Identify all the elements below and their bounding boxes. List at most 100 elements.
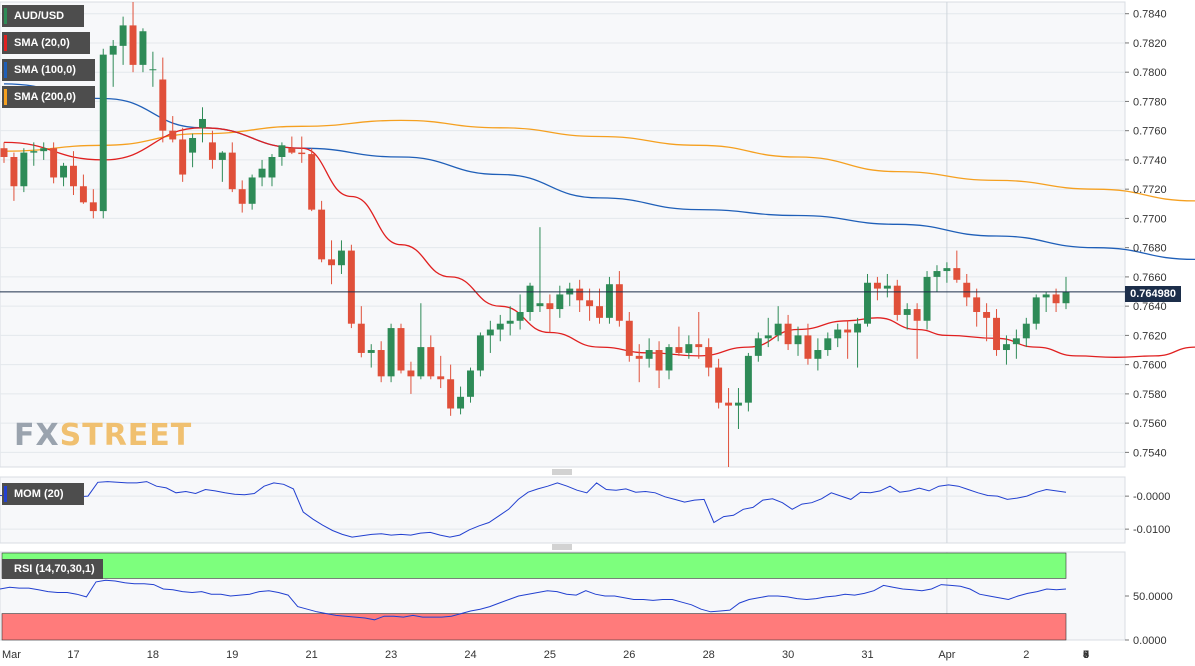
candle-body (149, 69, 157, 71)
price-tick-label: 0.7540 (1133, 447, 1167, 459)
candle-body (70, 165, 77, 187)
candle (486, 320, 494, 353)
mom-legend[interactable]: MOM (20) (2, 483, 84, 505)
date-tick-label: 23 (385, 649, 397, 661)
price-tick-label: 0.7780 (1133, 96, 1167, 108)
candle (556, 285, 564, 318)
candle (963, 273, 971, 307)
candle (1032, 294, 1040, 330)
candle-body (278, 145, 286, 157)
candle (586, 288, 594, 321)
candle (476, 332, 484, 377)
sma-200-swatch (4, 89, 7, 105)
candle (596, 288, 603, 324)
candle (1002, 335, 1010, 365)
watermark-fx: FX (14, 418, 60, 453)
candle-body (1012, 338, 1020, 345)
date-tick-label: 24 (464, 649, 476, 661)
price-tick-label: 0.7600 (1133, 360, 1167, 372)
candle-body (1042, 294, 1050, 298)
date-tick-label: Mar (2, 649, 21, 661)
candle (645, 338, 653, 368)
candle (655, 341, 663, 389)
candle (60, 162, 68, 187)
candle (437, 355, 445, 389)
candle-body (496, 323, 504, 330)
candle-body (129, 25, 137, 65)
sma-100-legend[interactable]: SMA (100,0) (2, 59, 95, 81)
candle-body (734, 402, 742, 406)
momentum-panel: -0.0000 -0.0100 (0, 481, 1170, 538)
candle (199, 107, 206, 143)
candle-body (864, 282, 871, 324)
candle-body (754, 338, 762, 356)
candle-body (675, 347, 683, 353)
symbol-legend[interactable]: AUD/USD (2, 5, 84, 27)
rsi-label: RSI (14,70,30,1) (14, 563, 95, 575)
candle (1042, 291, 1050, 312)
sma-20-label: SMA (20,0) (14, 37, 70, 49)
candle-body (605, 284, 613, 318)
candle (665, 344, 673, 380)
mom-label: MOM (20) (14, 488, 64, 500)
candle (804, 323, 812, 365)
candle (615, 271, 623, 327)
candle-body (625, 320, 633, 356)
candle (139, 28, 147, 73)
candle-body (337, 250, 345, 266)
candle (30, 142, 38, 166)
symbol-label: AUD/USD (14, 10, 65, 22)
mom-pane (0, 476, 1126, 544)
candle-body (457, 396, 465, 409)
candle (883, 273, 891, 298)
candle-body (407, 370, 415, 377)
candle-body (685, 344, 693, 353)
date-tick-label: 19 (226, 649, 238, 661)
candle (546, 294, 554, 333)
candle-body (40, 148, 48, 152)
price-tick-label: 0.7660 (1133, 272, 1167, 284)
candle (854, 317, 862, 368)
candle (774, 306, 782, 342)
candle-body (347, 250, 355, 324)
candle (625, 312, 633, 362)
candle (913, 303, 921, 359)
candle-body (1052, 294, 1060, 304)
price-tick-label: 0.7840 (1133, 9, 1167, 21)
price-tick-label: 0.7740 (1133, 155, 1167, 167)
date-tick-label: 17 (67, 649, 79, 661)
momentum-line (0, 481, 1067, 538)
pane-dividers[interactable] (552, 469, 572, 550)
candle-body (397, 328, 405, 371)
candle-body (199, 118, 206, 128)
candle-body (665, 347, 673, 371)
candle (258, 159, 266, 187)
candle-body (824, 338, 832, 351)
candle (516, 294, 524, 330)
date-tick-label: 4 (1083, 649, 1089, 661)
price-tick-label: 0.7800 (1133, 67, 1167, 79)
date-tick-label: 7 (1083, 649, 1089, 661)
candle (675, 326, 683, 356)
mom-tick-label: -0.0100 (1133, 524, 1170, 536)
candle-body (99, 54, 107, 212)
candle-body (0, 148, 8, 157)
candle-body (1002, 344, 1010, 351)
current-price-tag: 0.764980 (1125, 286, 1181, 302)
candle-body (923, 276, 931, 321)
candle (1012, 329, 1020, 359)
candle-body (705, 347, 713, 368)
candlesticks (0, 2, 1125, 467)
candle-body (288, 148, 296, 153)
price-tick-label: 0.7580 (1133, 389, 1167, 401)
rsi-legend[interactable]: RSI (14,70,30,1) (2, 559, 103, 579)
current-price-value: 0.764980 (1130, 288, 1176, 300)
sma-20-legend[interactable]: SMA (20,0) (2, 32, 90, 54)
candle-body (576, 288, 584, 301)
sma-200-legend[interactable]: SMA (200,0) (2, 86, 95, 108)
candle-body (943, 268, 951, 272)
candle (834, 323, 842, 348)
candle-body (834, 329, 842, 339)
candle (734, 388, 742, 429)
